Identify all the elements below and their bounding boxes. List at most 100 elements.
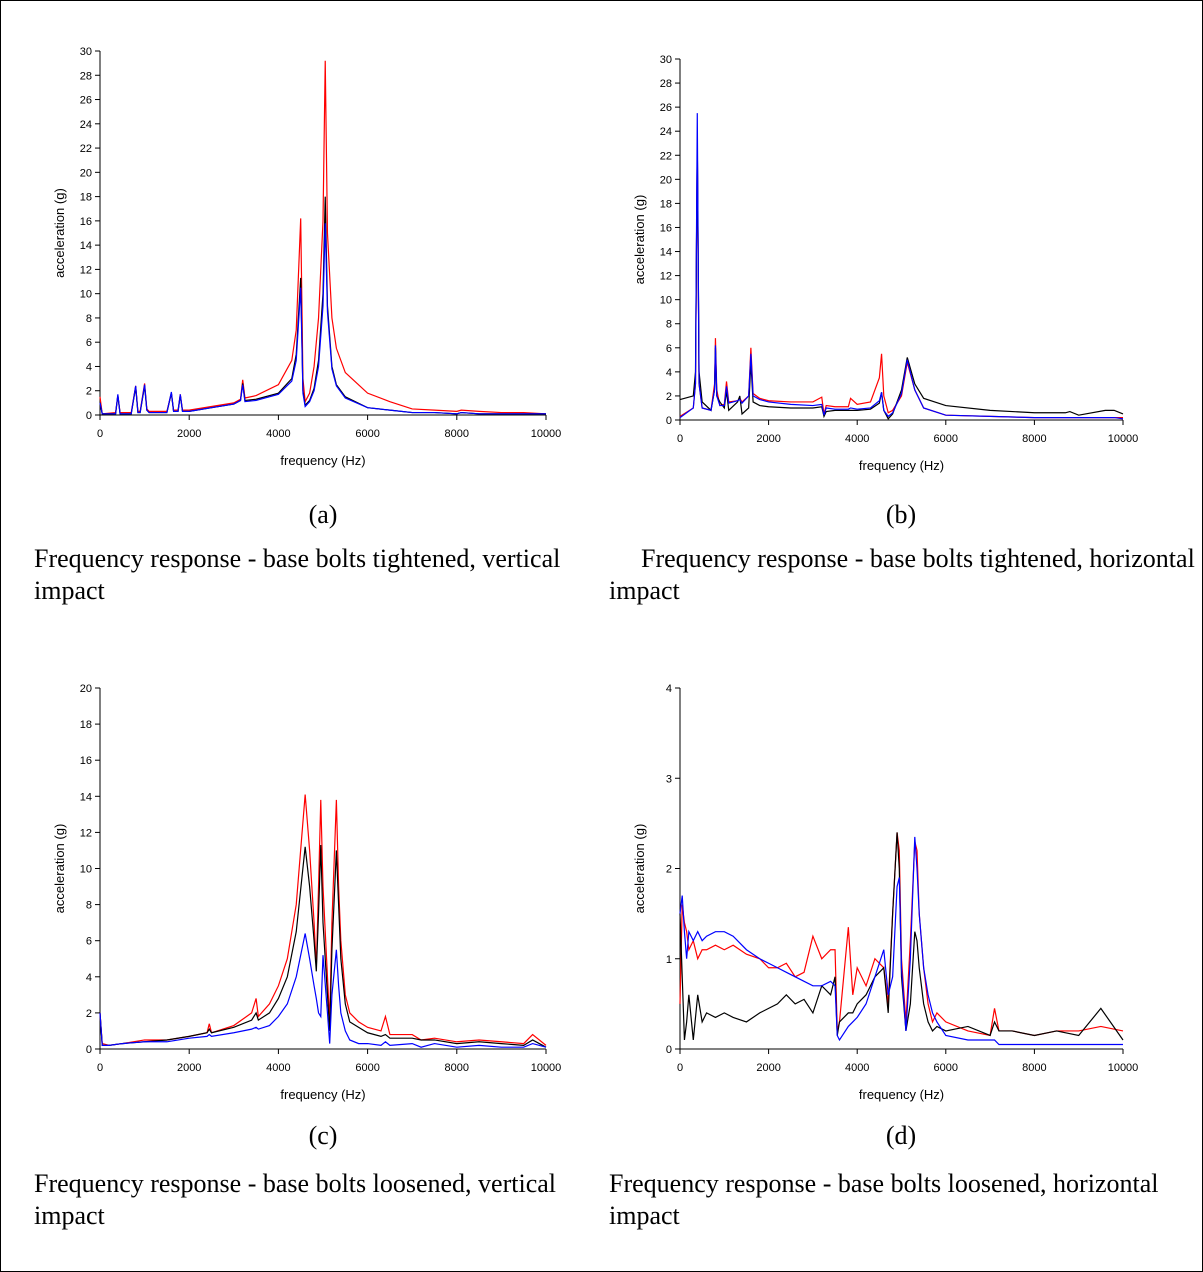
y-tick-label: 10 — [80, 289, 92, 301]
x-tick-label: 10000 — [531, 1062, 562, 1074]
y-tick-label: 22 — [660, 150, 672, 162]
caption: Frequency response - base bolts tightene… — [609, 544, 1195, 605]
x-tick-label: 6000 — [934, 1062, 958, 1074]
y-tick-label: 2 — [86, 1008, 92, 1020]
y-tick-label: 24 — [80, 119, 92, 131]
y-tick-label: 6 — [86, 337, 92, 349]
y-tick-label: 8 — [86, 900, 92, 912]
y-tick-label: 2 — [666, 864, 672, 876]
x-tick-label: 2000 — [756, 433, 780, 445]
y-tick-label: 4 — [86, 361, 92, 373]
y-axis-label: acceleration (g) — [632, 195, 647, 285]
panel-label: (a) — [309, 500, 338, 529]
x-tick-label: 4000 — [845, 1062, 869, 1074]
series-line — [679, 836, 1123, 1046]
x-axis-label: frequency (Hz) — [859, 1087, 944, 1102]
y-tick-label: 30 — [80, 46, 92, 58]
y-tick-label: 2 — [86, 386, 92, 398]
y-tick-label: 20 — [80, 167, 92, 179]
x-tick-label: 0 — [97, 428, 103, 440]
x-tick-label: 4000 — [845, 433, 869, 445]
y-tick-label: 12 — [80, 827, 92, 839]
y-tick-label: 8 — [666, 319, 672, 331]
y-axis-label: acceleration (g) — [52, 188, 67, 278]
y-tick-label: 16 — [80, 755, 92, 767]
y-tick-label: 14 — [660, 247, 672, 259]
y-tick-label: 4 — [666, 367, 672, 379]
caption: Frequency response - base bolts loosened… — [609, 1169, 1159, 1230]
x-tick-label: 8000 — [445, 428, 469, 440]
series-line — [679, 143, 1124, 420]
y-tick-label: 1 — [666, 954, 672, 966]
y-tick-label: 28 — [80, 70, 92, 82]
y-axis-label: acceleration (g) — [632, 824, 647, 914]
y-tick-label: 2 — [666, 391, 672, 403]
y-tick-label: 22 — [80, 143, 92, 155]
x-tick-label: 0 — [97, 1062, 103, 1074]
y-tick-label: 0 — [666, 1044, 672, 1056]
y-tick-label: 18 — [660, 198, 672, 210]
y-tick-label: 28 — [660, 78, 672, 90]
y-tick-label: 20 — [80, 683, 92, 695]
x-tick-label: 0 — [677, 433, 683, 445]
y-tick-label: 26 — [660, 102, 672, 114]
y-tick-label: 4 — [86, 972, 92, 984]
x-tick-label: 8000 — [445, 1062, 469, 1074]
series-line — [679, 832, 1124, 1041]
x-tick-label: 4000 — [266, 428, 290, 440]
y-tick-label: 26 — [80, 95, 92, 107]
x-tick-label: 10000 — [531, 428, 562, 440]
y-tick-label: 0 — [86, 410, 92, 422]
series-line — [99, 845, 547, 1048]
y-tick-label: 3 — [666, 773, 672, 785]
y-tick-label: 18 — [80, 192, 92, 204]
y-tick-label: 6 — [666, 343, 672, 355]
y-tick-label: 10 — [660, 295, 672, 307]
y-tick-label: 0 — [86, 1044, 92, 1056]
x-axis-label: frequency (Hz) — [859, 458, 944, 473]
y-tick-label: 18 — [80, 719, 92, 731]
panel-label: (b) — [886, 500, 916, 529]
series-line — [679, 832, 1124, 1037]
y-tick-label: 14 — [80, 791, 92, 803]
x-tick-label: 6000 — [934, 433, 958, 445]
chart: 0 2 4 6 8 10 12 14 16 18 20 0 2000 4000 6000 8000 10000 f… — [52, 683, 561, 1150]
y-tick-label: 12 — [80, 264, 92, 276]
y-tick-label: 16 — [80, 216, 92, 228]
x-axis-label: frequency (Hz) — [280, 453, 365, 468]
y-tick-label: 30 — [660, 54, 672, 66]
panel-label: (d) — [886, 1121, 916, 1150]
x-tick-label: 4000 — [266, 1062, 290, 1074]
x-tick-label: 2000 — [756, 1062, 780, 1074]
series-line — [99, 933, 547, 1048]
panel-label: (c) — [309, 1121, 338, 1150]
y-axis-label: acceleration (g) — [52, 824, 67, 914]
x-tick-label: 0 — [677, 1062, 683, 1074]
caption: Frequency response - base bolts tightene… — [34, 544, 561, 605]
x-tick-label: 8000 — [1022, 433, 1046, 445]
x-axis-label: frequency (Hz) — [280, 1087, 365, 1102]
x-tick-label: 8000 — [1022, 1062, 1046, 1074]
x-tick-label: 2000 — [177, 1062, 201, 1074]
series-line — [99, 794, 547, 1047]
series-line — [99, 223, 546, 415]
y-tick-label: 10 — [80, 864, 92, 876]
y-tick-label: 8 — [86, 313, 92, 325]
y-tick-label: 0 — [666, 415, 672, 427]
series-line — [679, 143, 1123, 419]
y-tick-label: 6 — [86, 936, 92, 948]
series-line — [99, 60, 547, 415]
x-tick-label: 6000 — [355, 428, 379, 440]
chart: 0 1 2 3 4 0 2000 4000 6000 8000 10000 frequency (Hz… — [632, 683, 1138, 1150]
caption: Frequency response - base bolts loosened… — [34, 1169, 557, 1230]
y-tick-label: 4 — [666, 683, 672, 695]
x-tick-label: 10000 — [1108, 433, 1139, 445]
x-tick-label: 10000 — [1108, 1062, 1139, 1074]
series-line — [679, 113, 1124, 420]
x-tick-label: 2000 — [177, 428, 201, 440]
y-tick-label: 20 — [660, 174, 672, 186]
